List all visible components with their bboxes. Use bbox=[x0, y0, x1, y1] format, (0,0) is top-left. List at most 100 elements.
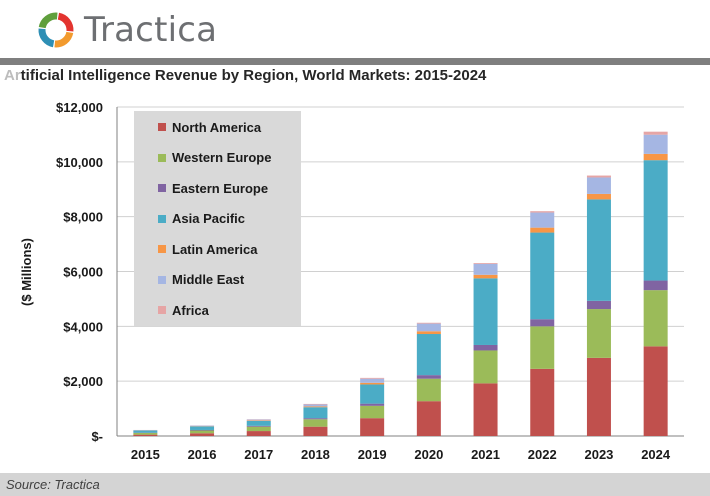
bar-segment bbox=[643, 134, 668, 154]
x-tick-label: 2023 bbox=[584, 447, 613, 462]
bar-segment bbox=[360, 418, 385, 436]
bar-segment bbox=[473, 344, 498, 351]
logo-text: Tractica bbox=[84, 10, 218, 50]
bar-segment bbox=[530, 211, 555, 213]
bar-segment bbox=[303, 419, 328, 427]
bar-segment bbox=[246, 419, 271, 421]
legend-label: Asia Pacific bbox=[172, 211, 245, 226]
bar-segment bbox=[643, 160, 668, 281]
chart-title-main: tificial Intelligence Revenue by Region,… bbox=[20, 67, 487, 84]
bar-segment bbox=[586, 193, 611, 200]
footer-bar bbox=[0, 473, 710, 496]
legend-swatch bbox=[158, 275, 166, 284]
y-tick-label: $- bbox=[91, 429, 103, 444]
legend-swatch bbox=[158, 184, 166, 192]
bar-segment bbox=[586, 357, 611, 436]
tractica-logo-icon bbox=[38, 12, 74, 48]
legend-item: Latin America bbox=[158, 241, 258, 257]
source-note: Source: Tractica bbox=[6, 477, 100, 492]
bar-segment bbox=[586, 175, 611, 178]
legend-item: Asia Pacific bbox=[158, 211, 245, 227]
x-tick-label: 2018 bbox=[301, 447, 330, 462]
bar-segment bbox=[190, 433, 215, 436]
y-axis-title: ($ Millions) bbox=[19, 238, 34, 306]
legend-item: North America bbox=[158, 119, 261, 135]
bar-segment bbox=[303, 426, 328, 436]
bar-segment bbox=[360, 378, 385, 383]
x-tick-label: 2020 bbox=[414, 447, 443, 462]
bar-segment bbox=[190, 425, 215, 427]
bar-segment bbox=[360, 377, 385, 379]
x-tick-label: 2016 bbox=[188, 447, 217, 462]
legend-label: Middle East bbox=[172, 272, 245, 287]
bar-segment bbox=[360, 405, 385, 419]
y-tick-label: $6,000 bbox=[63, 265, 103, 280]
logo-segment bbox=[38, 28, 55, 48]
bar-segment bbox=[643, 280, 668, 291]
legend-item: Africa bbox=[158, 302, 209, 318]
bar-segment bbox=[303, 403, 328, 405]
bar-segment bbox=[530, 319, 555, 327]
bar-segment bbox=[190, 429, 215, 431]
bar-segment bbox=[473, 278, 498, 345]
bar-segment bbox=[473, 350, 498, 384]
bar-segment bbox=[530, 232, 555, 320]
x-tick-label: 2017 bbox=[244, 447, 273, 462]
bar-segment bbox=[643, 131, 668, 135]
legend-swatch bbox=[158, 214, 166, 223]
legend-label: Latin America bbox=[172, 241, 258, 257]
bar-segment bbox=[416, 322, 441, 324]
bar-segment bbox=[530, 326, 555, 369]
x-tick-label: 2022 bbox=[528, 447, 557, 462]
y-tick-label: $4,000 bbox=[63, 319, 103, 334]
bar-segment bbox=[473, 383, 498, 436]
legend-swatch bbox=[158, 153, 166, 162]
bar-segment bbox=[303, 407, 328, 419]
bar-segment bbox=[643, 153, 668, 161]
bar-segment bbox=[586, 177, 611, 194]
legend-swatch bbox=[158, 245, 166, 253]
logo-segment bbox=[54, 31, 74, 48]
bar-segment bbox=[586, 199, 611, 301]
y-tick-label: $12,000 bbox=[56, 100, 103, 115]
bar-segment bbox=[530, 227, 555, 233]
bar-segment bbox=[416, 378, 441, 402]
chart-legend: North America Western Europe Eastern Europ… bbox=[134, 111, 301, 326]
bar-segment bbox=[416, 375, 441, 379]
bar-segment bbox=[133, 430, 158, 433]
bar-segment bbox=[416, 401, 441, 436]
bar-segment bbox=[416, 323, 441, 332]
legend-label: Eastern Europe bbox=[172, 180, 269, 196]
bar-segment bbox=[586, 300, 611, 310]
legend-swatch bbox=[158, 123, 166, 131]
y-tick-label: $8,000 bbox=[63, 210, 103, 225]
bar-segment bbox=[246, 420, 271, 421]
chart-title: Artificial Intelligence Revenue by Regio… bbox=[4, 67, 486, 84]
legend-label: Western Europe bbox=[172, 150, 272, 165]
bar-segment bbox=[303, 404, 328, 407]
bar-segment bbox=[473, 274, 498, 279]
x-tick-label: 2015 bbox=[131, 447, 160, 462]
tractica-logo: Tractica bbox=[36, 6, 217, 54]
bar-segment bbox=[133, 432, 158, 435]
legend-swatch bbox=[158, 306, 166, 314]
legend-label: Africa bbox=[172, 302, 209, 318]
bar-segment bbox=[303, 406, 328, 408]
x-tick-label: 2021 bbox=[471, 447, 500, 462]
bar-segment bbox=[643, 346, 668, 436]
y-tick-label: $10,000 bbox=[56, 155, 103, 170]
stacked-bar-chart: $- $2,000 $4,000 $6,000 $8,000 $10,000 $12,000… bbox=[19, 100, 684, 462]
legend-item: Middle East bbox=[158, 272, 244, 288]
logo-segment bbox=[57, 12, 74, 32]
bar-segment bbox=[530, 368, 555, 436]
legend-label: North America bbox=[172, 119, 262, 135]
bar-segment bbox=[416, 334, 441, 376]
bar-segment bbox=[246, 431, 271, 436]
bar-segment bbox=[246, 425, 271, 427]
bar-segment bbox=[133, 434, 158, 436]
bar-segment bbox=[246, 426, 271, 432]
bar-segment bbox=[246, 420, 271, 426]
bar-segment bbox=[360, 382, 385, 385]
bar-segment bbox=[643, 290, 668, 347]
bar-segment bbox=[416, 331, 441, 335]
